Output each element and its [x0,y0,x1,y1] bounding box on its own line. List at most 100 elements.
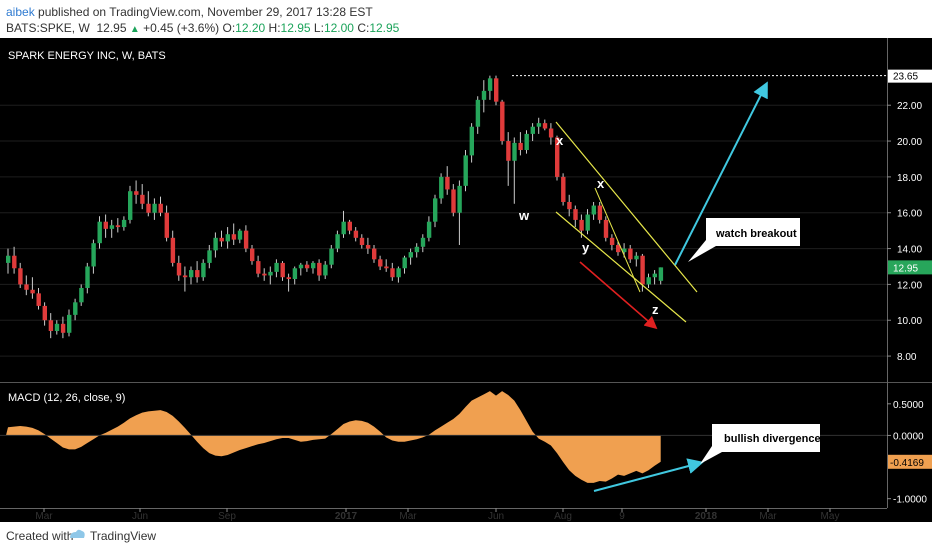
candle-body [585,214,590,231]
candle-body [426,221,432,238]
candle-body [36,293,41,306]
candle-body [250,248,255,262]
last-price-tag-text: 12.95 [893,263,918,274]
wave-label-y: y [582,240,590,255]
candle-body [622,248,627,253]
publish-line: aibek published on TradingView.com, Nove… [6,5,373,19]
candle-body [402,257,407,269]
published-text: published on TradingView.com, November 2… [38,5,373,19]
candle-body [256,261,261,274]
price-axis-ticks: 8.00 10.00 12.00 14.00 16.00 18.00 20.00 22.00 0… [887,101,927,506]
candle-body [189,270,194,278]
candle-body [280,262,285,278]
bullish-divergence-callout: bullish divergence [700,424,821,464]
candle-body [512,142,517,161]
candle-body [128,191,133,220]
wave-label-x1: x [556,133,564,148]
macd-value-tag-text: -0.4169 [890,458,924,469]
candle-body [12,255,17,269]
candle-body [500,101,505,142]
candle-body [658,267,664,281]
candle-body [164,212,169,238]
candle-body [237,230,243,240]
price-tick-label: 12.00 [897,280,922,291]
low-value: 12.00 [323,21,354,35]
candle-body [597,205,603,220]
pattern-channel [555,121,698,323]
macd-tick-label: -1.0000 [893,495,927,506]
candle-body [616,244,621,253]
high-value: 12.95 [280,21,311,35]
candle-body [97,221,102,244]
candles [6,75,664,339]
price-tick-label: 8.00 [897,352,917,363]
candle-body [42,305,47,321]
candle-body [390,268,395,278]
breakout-arrow [674,81,768,266]
candle-body [158,203,163,213]
time-axis-label: 9 [619,511,625,522]
candle-body [365,244,371,249]
open-value: 12.20 [235,21,266,35]
candle-body [219,237,224,242]
price-tick-label: 16.00 [897,209,922,220]
candle-body [506,141,511,161]
candle-body [73,302,78,315]
ohlc-line: BATS:SPKE, W 12.95 ▲ +0.45 (+3.6%) O:12.… [6,21,399,35]
bullish-divergence-text: bullish divergence [724,433,821,445]
candle-body [140,194,145,204]
candle-body [152,203,157,213]
candle-body [176,262,182,276]
candle-body [384,266,389,269]
candle-body [548,128,554,138]
macd-area-fill [6,391,661,483]
candle-body [475,99,481,127]
candle-body [274,262,279,272]
high-price-tag-text: 23.65 [893,72,918,83]
last-price-tag: 12.95 [888,260,932,275]
price-chart-title: SPARK ENERGY INC, W, BATS [8,50,166,62]
time-axis-label: Mar [399,511,417,522]
candle-body [60,323,66,333]
candle-body [524,133,529,151]
tradingview-logo-icon[interactable] [68,526,86,544]
low-label: L: [313,21,324,35]
author-link[interactable]: aibek [6,5,35,19]
candle-body [561,176,566,202]
chart-canvas[interactable]: 8.00 10.00 12.00 14.00 16.00 18.00 20.00 22.00 0… [0,0,932,522]
candle-body [262,273,267,276]
candle-body [463,155,468,186]
candle-body [396,268,401,278]
chart-header: aibek published on TradingView.com, Nove… [0,0,932,38]
candle-body [67,314,72,333]
time-axis-label: Jun [132,511,148,522]
candle-body [341,221,346,235]
tradingview-link[interactable]: TradingView [90,529,157,543]
open-label: O: [222,21,236,35]
candle-body [195,270,200,278]
candle-body [213,237,218,251]
candle-body [518,142,523,151]
candle-body [201,262,206,278]
symbol-label: BATS:SPKE, W [6,21,90,35]
candle-body [494,78,499,102]
candle-body [207,250,212,263]
watch-breakout-text: watch breakout [715,228,797,240]
candle-body [640,255,645,285]
candle-body [54,323,60,331]
time-axis-labels: Mar Jun Sep 2017 Mar Jun Aug 9 2018 Mar May [35,508,839,522]
candle-body [353,230,359,238]
candle-body [457,185,462,213]
candle-body [530,126,535,134]
candle-body [286,277,291,280]
candle-body [115,225,121,228]
candle-body [317,262,322,276]
time-axis-label: 2017 [335,511,358,522]
candle-body [103,221,108,229]
candle-body [268,271,273,276]
time-axis-label: May [821,511,840,522]
candle-body [628,248,633,260]
candle-body [121,219,127,228]
candle-body [347,221,352,231]
candle-body [48,320,54,331]
